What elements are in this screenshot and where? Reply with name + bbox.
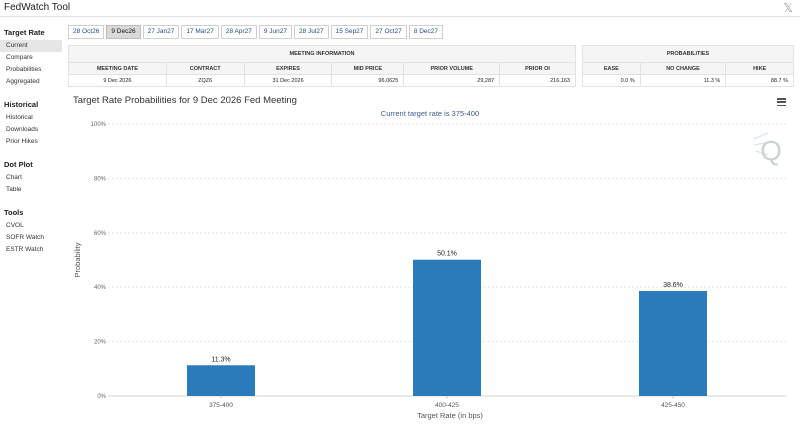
tab-9-dec26[interactable]: 9 Dec26 — [106, 25, 141, 39]
logo-letter: Q — [760, 135, 782, 166]
prior-volume-value: 29,287 — [403, 74, 501, 87]
ease-value: 0.0 % — [582, 74, 641, 87]
x-tick-label: 400-425 — [435, 402, 459, 409]
meeting-information-table: MEETING INFORMATION MEETING DATE CONTRAC… — [68, 45, 576, 87]
y-tick-label: 100% — [91, 122, 107, 128]
col-hike: HIKE — [725, 62, 794, 75]
sidebar-item-aggregated[interactable]: Aggregated — [6, 78, 40, 85]
q-logo-icon: Q — [753, 132, 782, 166]
sidebar-section-tools: Tools CVOL SOFR Watch ESTR Watch — [0, 202, 62, 256]
bar-data-label: 50.1% — [437, 251, 457, 258]
meeting-information-title: MEETING INFORMATION — [68, 45, 576, 63]
tab-27-jan27[interactable]: 27 Jan27 — [142, 25, 180, 39]
tab-28-oct26[interactable]: 28 Oct26 — [68, 25, 105, 39]
bar-425-450[interactable] — [639, 291, 707, 396]
sidebar-heading: Dot Plot — [4, 160, 33, 169]
y-tick-label: 60% — [94, 231, 107, 237]
hike-value: 88.7 % — [725, 74, 794, 87]
y-tick-label: 80% — [94, 176, 107, 182]
sidebar-item-probabilities[interactable]: Probabilities — [6, 66, 42, 73]
tab-9-jun27[interactable]: 9 Jun27 — [258, 25, 292, 39]
col-prior-oi: PRIOR OI — [499, 62, 576, 75]
probabilities-table: PROBABILITIES EASE NO CHANGE HIKE 0.0 % … — [582, 45, 794, 87]
sidebar-item-sofr-watch[interactable]: SOFR Watch — [6, 234, 45, 241]
x-axis-title: Target Rate (in bps) — [417, 411, 483, 420]
x-logo-icon[interactable]: 𝕏 — [783, 1, 793, 15]
sidebar-item-downloads[interactable]: Downloads — [6, 126, 39, 133]
y-tick-label: 0% — [97, 394, 106, 400]
app-title: FedWatch Tool — [4, 2, 71, 13]
sidebar-item-prior-hikes[interactable]: Prior Hikes — [6, 138, 38, 145]
sidebar-item-current[interactable]: Current — [0, 40, 62, 52]
col-no-change: NO CHANGE — [639, 62, 727, 75]
chart-panel: Target Rate Probabilities for 9 Dec 2026… — [68, 92, 794, 430]
sidebar-item-compare[interactable]: Compare — [6, 54, 33, 61]
y-tick-label: 40% — [94, 285, 107, 291]
meeting-date-value: 9 Dec 2026 — [68, 74, 167, 87]
col-contract: CONTRACT — [165, 62, 245, 75]
tab-17-mar27[interactable]: 17 Mar27 — [181, 25, 219, 39]
col-expires: EXPIRES — [243, 62, 333, 75]
sidebar-item-cvol[interactable]: CVOL — [6, 222, 24, 229]
expires-value: 31 Dec 2026 — [243, 74, 333, 87]
bar-data-label: 38.6% — [663, 282, 683, 289]
tab-15-sep27[interactable]: 15 Sep27 — [330, 25, 369, 39]
bar-400-425[interactable] — [413, 259, 481, 396]
probabilities-title: PROBABILITIES — [582, 45, 794, 63]
no-change-value: 11.3 % — [639, 74, 727, 87]
sidebar-section-historical: Historical Historical Downloads Prior Hikes — [0, 94, 62, 148]
sidebar-item-table[interactable]: Table — [6, 186, 22, 193]
sidebar-item-chart[interactable]: Chart — [6, 174, 22, 181]
sidebar-item-estr-watch[interactable]: ESTR Watch — [6, 246, 44, 253]
y-tick-label: 20% — [94, 340, 107, 346]
col-ease: EASE — [582, 62, 641, 75]
sidebar-section-dot-plot: Dot Plot Chart Table — [0, 154, 62, 196]
tab-28-apr27[interactable]: 28 Apr27 — [220, 25, 257, 39]
col-mid-price: MID PRICE — [331, 62, 405, 75]
tab-8-dec27[interactable]: 8 Dec27 — [408, 25, 444, 39]
meeting-date-tabs: 28 Oct26 9 Dec26 27 Jan27 17 Mar27 28 Apr27 9… — [68, 25, 444, 39]
chart-title: Target Rate Probabilities for 9 Dec 2026… — [73, 95, 297, 106]
tab-27-oct27[interactable]: 27 Oct27 — [370, 25, 407, 39]
sidebar-heading: Target Rate — [4, 28, 45, 37]
x-tick-label: 425-450 — [661, 402, 685, 409]
contract-value: ZQZ6 — [165, 74, 245, 87]
bar-375-400[interactable] — [187, 365, 255, 396]
bar-data-label: 11.3% — [211, 356, 230, 363]
y-axis-title: Probability — [73, 242, 82, 277]
col-meeting-date: MEETING DATE — [68, 62, 167, 75]
bar-chart: Current target rate is 375-400 Q 0% 20% 40… — [73, 109, 786, 420]
mid-price-value: 96.0625 — [331, 74, 405, 87]
sidebar-item-historical[interactable]: Historical — [6, 114, 33, 121]
tab-28-jul27[interactable]: 28 Jul27 — [294, 25, 329, 39]
chart-menu-icon[interactable] — [777, 98, 786, 106]
title-bar: FedWatch Tool 𝕏 — [0, 0, 800, 17]
sidebar-section-target-rate: Target Rate Current Compare Probabilities Ag… — [0, 22, 62, 88]
chart-subtitle: Current target rate is 375-400 — [381, 109, 479, 118]
col-prior-volume: PRIOR VOLUME — [403, 62, 501, 75]
prior-oi-value: 216,163 — [499, 74, 576, 87]
sidebar: Target Rate Current Compare Probabilities Ag… — [0, 22, 62, 262]
sidebar-heading: Historical — [4, 100, 39, 109]
sidebar-heading: Tools — [4, 208, 24, 217]
x-tick-label: 375-400 — [209, 402, 233, 409]
